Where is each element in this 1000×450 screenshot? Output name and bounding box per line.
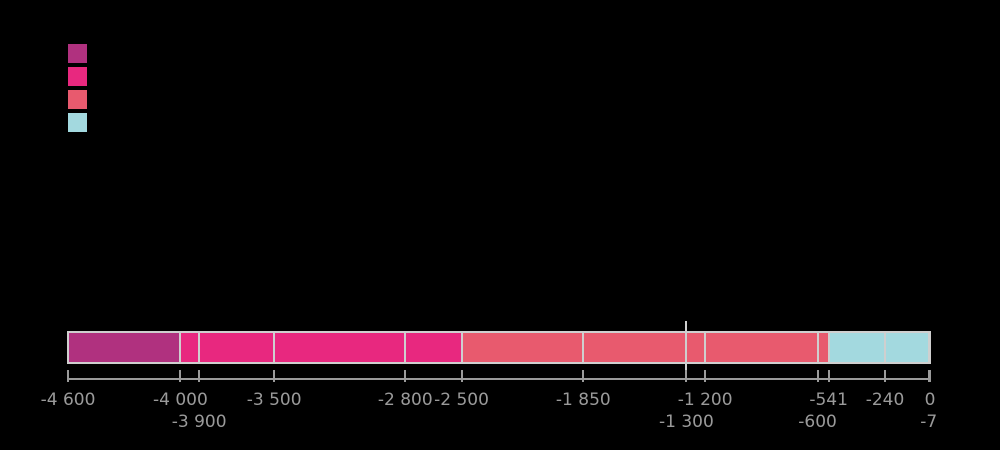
bar-segment[interactable]	[461, 331, 584, 364]
axis-tick	[273, 370, 276, 382]
axis-tick-label: -600	[798, 412, 837, 432]
axis-tick	[198, 370, 201, 382]
x-axis-line	[68, 378, 930, 380]
segment-divider	[179, 331, 182, 364]
bar-edge	[67, 331, 69, 364]
axis-tick-label: -1 850	[555, 390, 611, 410]
bar-segment[interactable]	[68, 331, 181, 364]
axis-tick	[685, 370, 688, 382]
segment-divider	[816, 331, 819, 364]
bar-segment[interactable]	[199, 331, 275, 364]
axis-tick-label: 0	[924, 390, 936, 410]
bar-segment[interactable]	[817, 331, 829, 364]
axis-tick-label: -4 000	[153, 390, 208, 410]
axis-tick-label: -541	[809, 390, 848, 410]
segment-divider	[460, 331, 463, 364]
axis-tick-label: -3 900	[171, 412, 227, 432]
segment-divider	[827, 331, 830, 364]
axis-tick	[827, 370, 830, 382]
bar-edge	[929, 331, 931, 364]
segment-divider	[704, 331, 707, 364]
bar-segment[interactable]	[405, 331, 462, 364]
bar-segment[interactable]	[274, 331, 406, 364]
segment-divider	[582, 331, 585, 364]
bar-segment[interactable]	[583, 331, 687, 364]
axis-tick-label: -7	[920, 412, 938, 432]
segment-divider	[927, 331, 930, 364]
axis-tick-label: -1 200	[677, 390, 733, 410]
axis-tick	[816, 370, 819, 382]
bar-segment[interactable]	[686, 331, 706, 364]
axis-tick	[179, 370, 182, 382]
axis-tick	[404, 370, 407, 382]
bar-segment[interactable]	[885, 331, 929, 364]
legend	[68, 44, 268, 136]
segment-divider-tall	[685, 321, 688, 374]
axis-tick	[884, 370, 887, 382]
axis-tick-label: -1 300	[658, 412, 714, 432]
segment-divider	[884, 331, 887, 364]
axis-tick	[460, 370, 463, 382]
axis-tick-label: -4 600	[40, 390, 96, 410]
legend-swatch-icon	[68, 90, 87, 109]
legend-swatch-icon	[68, 67, 87, 86]
axis-tick	[67, 370, 69, 382]
bar-top-edge	[67, 331, 931, 333]
legend-item[interactable]	[68, 67, 268, 90]
stacked-bar[interactable]	[67, 321, 931, 374]
legend-item[interactable]	[68, 113, 268, 136]
axis-tick-label: -3 500	[246, 390, 302, 410]
axis-tick-label: -2 500	[434, 390, 489, 410]
bar-segment[interactable]	[828, 331, 885, 364]
bar-segment[interactable]	[705, 331, 818, 364]
axis-tick	[704, 370, 707, 382]
axis-tick	[582, 370, 585, 382]
legend-item[interactable]	[68, 44, 268, 67]
segment-divider	[273, 331, 276, 364]
legend-swatch-icon	[68, 113, 87, 132]
bar-bottom-edge	[67, 362, 931, 364]
axis-tick	[927, 370, 930, 382]
legend-item[interactable]	[68, 90, 268, 113]
axis-tick	[929, 370, 931, 382]
segment-divider	[404, 331, 407, 364]
axis-tick-label: -240	[865, 390, 905, 410]
segment-divider	[198, 331, 201, 364]
bar-segment[interactable]	[180, 331, 200, 364]
legend-swatch-icon	[68, 44, 87, 63]
axis-tick-label: -2 800	[377, 390, 433, 410]
